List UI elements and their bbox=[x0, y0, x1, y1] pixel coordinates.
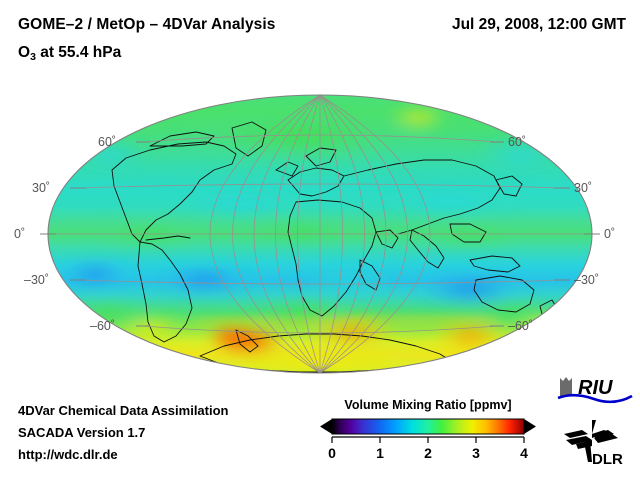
colorbar-left-arrow bbox=[320, 419, 332, 434]
meridian-30W bbox=[297, 95, 321, 373]
lat-label-right-30n: 30˚ bbox=[574, 181, 593, 195]
coast-british-isles bbox=[275, 161, 299, 177]
blob-arctic-green bbox=[170, 110, 430, 162]
blob-antarctic-core bbox=[206, 324, 258, 348]
colorbar-border bbox=[331, 418, 525, 435]
footer-credits: 4DVar Chemical Data Assimilation SACADA … bbox=[18, 400, 229, 466]
coast-scandinavia bbox=[305, 147, 337, 167]
meridian-60E bbox=[319, 95, 365, 373]
page-title: GOME–2 / MetOp – 4DVar Analysis bbox=[18, 16, 276, 33]
meridian-120W bbox=[232, 95, 321, 373]
meridian-60W bbox=[275, 95, 321, 373]
species-level: at 55.4 hPa bbox=[35, 44, 122, 61]
coast-africa bbox=[287, 199, 377, 317]
colorbar-gradient bbox=[332, 419, 524, 434]
dlr-pinwheel-icon bbox=[564, 420, 618, 462]
lat-ticks bbox=[40, 141, 600, 327]
riu-tower-icon bbox=[560, 377, 572, 396]
graticule bbox=[48, 95, 592, 373]
colorbar-label-4: 4 bbox=[520, 445, 528, 461]
coast-asia-north bbox=[343, 159, 501, 235]
page-subtitle: O3 at 55.4 hPa bbox=[18, 44, 122, 63]
lat-label-left-0: 0˚ bbox=[14, 227, 26, 241]
lat-label-left-30s: –30˚ bbox=[24, 273, 50, 287]
coast-antarctica bbox=[199, 333, 457, 373]
coast-greenland bbox=[231, 121, 267, 157]
dlr-wordmark: DLR bbox=[592, 451, 623, 468]
blob-australia-low bbox=[410, 271, 530, 307]
coastlines bbox=[111, 121, 559, 373]
blob-equatorial-green-1 bbox=[90, 225, 210, 247]
coast-antarctic-peninsula bbox=[235, 329, 259, 353]
lat-label-right-60s: –60˚ bbox=[508, 319, 534, 333]
colorbar-label-0: 0 bbox=[328, 445, 336, 461]
colorbar-label-1: 1 bbox=[376, 445, 384, 461]
lat-label-left-60s: –60˚ bbox=[90, 319, 116, 333]
coast-japan-region bbox=[495, 175, 523, 197]
colorbar-svg: 0 1 2 3 4 bbox=[320, 418, 536, 461]
footer-line-assimilation: 4DVar Chemical Data Assimilation bbox=[18, 403, 229, 418]
coast-canada-arctic bbox=[149, 131, 215, 147]
lat-label-right-60n: 60˚ bbox=[508, 135, 527, 149]
colorbar-label-3: 3 bbox=[472, 445, 480, 461]
riu-logo-svg: RIU bbox=[557, 377, 633, 404]
streak-s-2 bbox=[340, 314, 500, 326]
meridian-120E bbox=[319, 95, 408, 373]
blob-siberia-yellow bbox=[388, 106, 448, 130]
timestamp: Jul 29, 2008, 12:00 GMT bbox=[451, 16, 626, 33]
blob-s-indian-low bbox=[306, 268, 394, 296]
lat-label-left-30n: 30˚ bbox=[32, 181, 51, 195]
meridian-30E bbox=[319, 95, 343, 373]
riu-logo: RIU bbox=[556, 374, 634, 415]
blob-se-pacific-low bbox=[53, 259, 137, 289]
colorbar-tick-labels: 0 1 2 3 4 bbox=[328, 445, 528, 461]
coast-europe bbox=[287, 167, 345, 197]
footer-line-url[interactable]: http://wdc.dlr.de bbox=[18, 447, 118, 462]
blob-n-subtropics-cyan-1 bbox=[170, 190, 310, 218]
header: GOME–2 / MetOp – 4DVar Analysis O3 at 55… bbox=[0, 0, 640, 90]
blob-n-subtropics-cyan-2 bbox=[380, 188, 520, 216]
coast-horn-of-africa bbox=[375, 229, 399, 249]
coast-caribbean bbox=[145, 235, 191, 241]
meridian-150W bbox=[209, 95, 321, 373]
dlr-logo: DLR bbox=[562, 418, 634, 473]
colorbar: Volume Mixing Ratio [ppmv] bbox=[318, 398, 538, 466]
coast-south-america bbox=[137, 241, 193, 343]
coast-north-america bbox=[111, 141, 237, 243]
coast-madagascar-region bbox=[359, 259, 381, 291]
blob-equatorial-green-3 bbox=[410, 226, 530, 246]
dlr-logo-svg: DLR bbox=[564, 420, 623, 468]
blob-south-atlantic-low bbox=[153, 264, 257, 296]
coast-india bbox=[409, 229, 445, 269]
blob-equatorial-green-2 bbox=[230, 221, 370, 243]
lat-label-right-0: 0˚ bbox=[604, 227, 616, 241]
species-symbol: O bbox=[18, 44, 31, 61]
footer-line-version: SACADA Version 1.7 bbox=[18, 425, 146, 440]
colorbar-title: Volume Mixing Ratio [ppmv] bbox=[344, 398, 512, 412]
meridian-150E bbox=[319, 95, 431, 373]
coast-australia bbox=[473, 275, 535, 313]
riu-wordmark: RIU bbox=[578, 377, 613, 399]
colorbar-ticks bbox=[331, 437, 525, 443]
coast-indonesia bbox=[469, 255, 521, 273]
map-container: 60˚ 30˚ 0˚ –30˚ –60˚ 60˚ 30˚ 0˚ –30˚ –60… bbox=[0, 84, 640, 384]
lat-label-right-30s: –30˚ bbox=[574, 273, 600, 287]
riu-wave bbox=[557, 393, 633, 404]
colorbar-label-2: 2 bbox=[424, 445, 432, 461]
meridian-90E bbox=[319, 95, 387, 373]
meridian-90W bbox=[253, 95, 321, 373]
lat-label-left-60n: 60˚ bbox=[98, 135, 117, 149]
colorbar-right-arrow bbox=[524, 419, 536, 434]
species-subscript: 3 bbox=[30, 51, 36, 63]
mollweide-map bbox=[40, 94, 600, 374]
